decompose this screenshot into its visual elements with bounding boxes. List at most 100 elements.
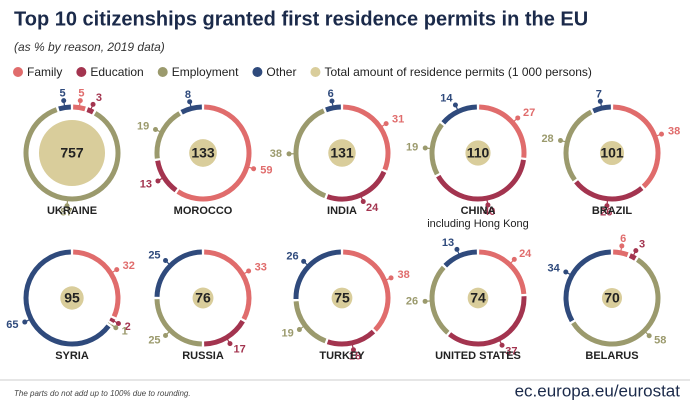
donut-segment — [429, 123, 444, 176]
donut-segment — [109, 317, 116, 323]
label-dot — [155, 178, 161, 184]
label-dot — [64, 203, 70, 209]
chart-title: RUSSIA — [182, 350, 224, 362]
label-dot — [515, 115, 521, 121]
legend-swatch — [13, 67, 23, 77]
total-bubble — [465, 140, 491, 166]
value-label: 19 — [137, 120, 149, 132]
value-label: 34 — [547, 262, 560, 274]
label-dot — [251, 166, 257, 172]
legend-label: Family — [27, 65, 62, 79]
legend-label: Employment — [172, 65, 239, 79]
donut-segment — [326, 170, 387, 202]
donut-segment — [23, 107, 121, 202]
value-label: 17 — [234, 344, 246, 356]
label-dot — [485, 202, 491, 208]
value-label: 65 — [6, 319, 18, 331]
donut-segment — [436, 159, 526, 202]
label-dot — [246, 268, 252, 274]
label-dot — [646, 333, 652, 339]
legend-label: Total amount of residence permits (1 000… — [324, 65, 591, 79]
donut-segment — [293, 108, 327, 199]
value-label: 13 — [442, 237, 454, 249]
value-label: 5 — [60, 88, 66, 100]
total-bubble — [601, 287, 623, 309]
total-label: 110 — [467, 145, 490, 161]
label-dot — [163, 258, 169, 264]
chart-title: MOROCCO — [174, 205, 233, 217]
donut-segment — [343, 249, 391, 332]
donut-segment — [73, 104, 86, 112]
label-dot — [422, 145, 428, 151]
label-dot — [388, 275, 394, 281]
donut-segment — [154, 111, 181, 159]
donut-segment — [176, 104, 252, 202]
legend-swatch — [310, 67, 321, 77]
label-dot — [114, 267, 120, 273]
total-label: 74 — [470, 290, 486, 306]
donut-segment — [293, 301, 327, 344]
donut-segment — [571, 257, 661, 347]
legend-swatch — [157, 67, 168, 77]
chart-title: BELARUS — [585, 350, 638, 362]
donut-segment — [155, 160, 178, 193]
total-bubble — [192, 287, 214, 309]
label-dot — [452, 102, 458, 108]
donut-segment — [429, 265, 450, 335]
donut-segment — [204, 249, 252, 321]
total-bubble — [189, 139, 217, 167]
chart-subtitle: including Hong Kong — [427, 218, 529, 230]
value-label: 38 — [668, 125, 680, 137]
donut-segment — [443, 249, 478, 268]
footnote: The parts do not add up to 100% due to r… — [14, 389, 191, 398]
title: Top 10 citizenships granted first reside… — [14, 8, 588, 30]
label-dot — [633, 248, 639, 254]
label-dot — [296, 327, 302, 333]
label-dot — [619, 243, 625, 249]
donut-segment — [325, 104, 342, 113]
value-label: 24 — [366, 202, 379, 214]
donut-segment — [574, 180, 644, 202]
donut-segment — [563, 249, 611, 323]
value-label: 24 — [519, 248, 532, 260]
value-label: 25 — [148, 249, 160, 261]
label-dot — [329, 98, 335, 104]
label-dot — [187, 99, 193, 105]
chart-title: SYRIA — [55, 350, 89, 362]
label-dot — [557, 138, 563, 144]
donut-segment — [23, 249, 111, 347]
value-label: 14 — [440, 93, 453, 105]
donut-segment — [73, 249, 121, 318]
total-label: 757 — [60, 145, 84, 161]
label-dot — [597, 98, 603, 104]
donut-segment — [448, 296, 527, 347]
label-dot — [22, 319, 28, 325]
value-label: 33 — [255, 261, 267, 273]
donut-segment — [479, 104, 527, 158]
donut-segment — [592, 104, 612, 114]
value-label: 37 — [505, 345, 517, 357]
total-label: 76 — [195, 290, 211, 306]
donut-segment — [613, 104, 661, 189]
total-label: 101 — [600, 145, 624, 161]
donut-segment — [326, 329, 376, 347]
donut-segment — [628, 253, 637, 261]
label-dot — [563, 269, 569, 275]
donut-segment — [563, 109, 593, 182]
total-label: 95 — [64, 290, 80, 306]
value-label: 7 — [596, 88, 602, 100]
value-label: 19 — [282, 328, 294, 340]
legend-label: Education — [90, 65, 143, 79]
donut-segment — [293, 249, 341, 300]
legend-swatch — [76, 67, 87, 77]
label-dot — [301, 258, 307, 264]
label-dot — [61, 98, 67, 104]
label-dot — [604, 203, 610, 209]
value-label: 31 — [392, 114, 404, 126]
chart-title: TURKEY — [319, 350, 365, 362]
value-label: 26 — [286, 250, 298, 262]
value-label: 27 — [523, 107, 535, 119]
total-label: 131 — [330, 145, 354, 161]
total-bubble — [599, 140, 625, 166]
